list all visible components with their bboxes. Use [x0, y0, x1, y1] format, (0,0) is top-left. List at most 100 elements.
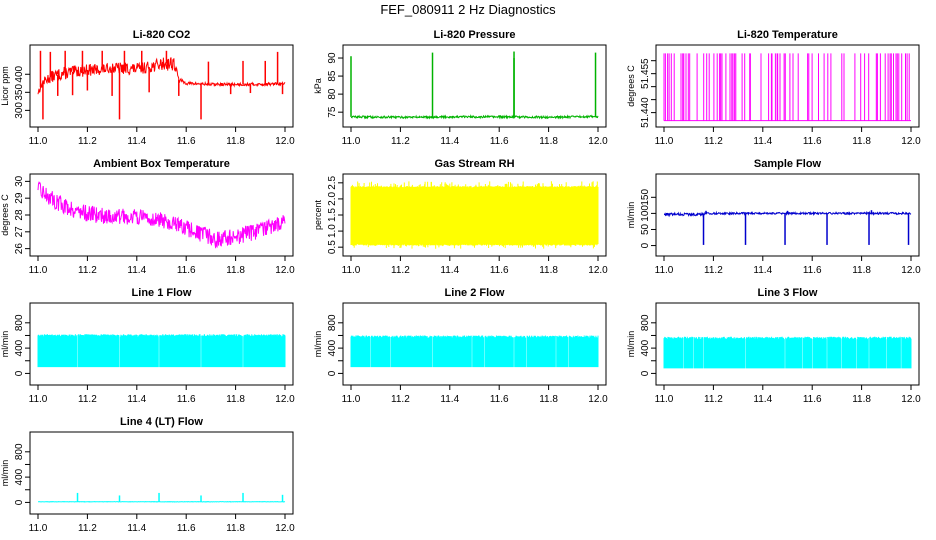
figure-title: FEF_080911 2 Hz Diagnostics: [380, 2, 556, 17]
y-tick-label: 400: [640, 339, 651, 356]
x-tick-label: 11.4: [127, 265, 146, 276]
chart-panel: Line 2 Flow ml/min 11.0 11.2 11.4 11.6 11.8 12.…: [313, 287, 608, 405]
y-axis-label: Licor ppm: [0, 66, 10, 106]
panel-title: Li-820 Temperature: [737, 29, 838, 41]
x-tick-label: 11.8: [852, 136, 871, 147]
x-tick-label: 11.4: [440, 265, 459, 276]
x-tick-label: 12.0: [588, 136, 608, 147]
x-tick-label: 11.2: [391, 136, 410, 147]
x-tick-label: 11.0: [655, 265, 674, 276]
series-band: [350, 335, 599, 368]
y-tick-label: 0: [14, 370, 25, 376]
plot-frame: [342, 44, 607, 128]
data-series: [663, 53, 911, 122]
x-tick-label: 11.2: [78, 265, 97, 276]
y-axis-label: degrees C: [626, 65, 636, 107]
chart-panel: Ambient Box Temperature degrees C 11.0 11.2…: [0, 158, 295, 276]
plot-frame: [29, 431, 294, 515]
y-tick-label: 1.5: [327, 208, 338, 222]
chart-panel: Line 3 Flow ml/min 11.0 11.2 11.4 11.6 11.8 12.…: [626, 287, 921, 405]
y-tick-label: 29: [14, 192, 25, 204]
x-tick-label: 11.0: [655, 394, 674, 405]
y-tick-label: 0: [640, 242, 651, 248]
plot-frame: [29, 44, 294, 128]
x-tick-label: 11.4: [753, 265, 772, 276]
panel-title: Line 3 Flow: [758, 287, 818, 299]
series-line: [37, 181, 286, 249]
x-tick-label: 11.2: [78, 523, 97, 534]
plot-frame: [29, 302, 294, 386]
data-series: [664, 210, 912, 245]
chart-panel: Line 1 Flow ml/min 11.0 11.2 11.4 11.6 11.8 12.…: [0, 287, 295, 405]
x-tick-label: 11.8: [226, 265, 245, 276]
y-tick-label: 300: [14, 102, 25, 119]
y-axis-label: kPa: [313, 78, 323, 94]
y-tick-label: 400: [14, 468, 25, 485]
x-tick-label: 11.4: [127, 136, 146, 147]
x-tick-label: 11.6: [177, 136, 196, 147]
y-tick-label: 100: [640, 205, 651, 222]
series-band: [350, 181, 599, 249]
x-tick-label: 12.0: [275, 265, 295, 276]
chart-panel: Sample Flow ml/min 11.0 11.2 11.4 11.6 11.8 12.…: [626, 158, 921, 276]
y-tick-label: 51.455: [640, 58, 651, 89]
y-tick-label: 400: [14, 339, 25, 356]
y-tick-label: 800: [14, 314, 25, 331]
x-tick-label: 11.4: [753, 394, 772, 405]
x-tick-label: 11.0: [342, 265, 361, 276]
x-tick-label: 11.6: [490, 265, 509, 276]
y-axis-label: ml/min: [0, 331, 10, 358]
panel-title: Gas Stream RH: [434, 158, 514, 170]
y-tick-label: 30: [14, 175, 25, 187]
x-tick-label: 12.0: [275, 523, 295, 534]
x-tick-label: 11.8: [539, 265, 558, 276]
y-tick-label: 85: [327, 70, 338, 82]
panel-title: Li-820 Pressure: [434, 29, 516, 41]
x-tick-label: 11.4: [440, 136, 459, 147]
series-band: [663, 336, 912, 369]
y-tick-label: 28: [14, 209, 25, 221]
y-tick-label: 26: [14, 243, 25, 255]
y-tick-label: 0.5: [327, 240, 338, 254]
series-band: [37, 334, 286, 368]
y-axis-label: ml/min: [626, 202, 636, 229]
data-series: [350, 51, 599, 120]
x-tick-label: 11.0: [29, 136, 48, 147]
y-tick-label: 75: [327, 106, 338, 118]
x-tick-label: 11.4: [127, 523, 146, 534]
panel-title: Li-820 CO2: [133, 29, 190, 41]
x-tick-label: 11.0: [342, 394, 361, 405]
panel-title: Sample Flow: [754, 158, 822, 170]
data-series: [350, 181, 599, 249]
x-tick-label: 11.2: [78, 136, 97, 147]
x-tick-label: 12.0: [275, 136, 295, 147]
x-tick-label: 11.6: [177, 265, 196, 276]
x-tick-label: 11.8: [539, 394, 558, 405]
x-tick-label: 11.6: [803, 136, 822, 147]
chart-panel: Line 4 (LT) Flow ml/min 11.0 11.2 11.4 11.6 11…: [0, 416, 295, 534]
y-tick-label: 400: [327, 339, 338, 356]
data-series: [663, 336, 912, 369]
x-tick-label: 11.8: [852, 394, 871, 405]
data-series: [37, 181, 286, 249]
series-toggle: [663, 53, 911, 122]
x-tick-label: 12.0: [901, 265, 921, 276]
chart-panel: Gas Stream RH percent 11.0 11.2 11.4 11.6 11.8…: [313, 158, 608, 276]
x-tick-label: 12.0: [901, 136, 921, 147]
y-tick-label: 350: [14, 84, 25, 101]
y-tick-label: 50: [640, 223, 651, 235]
data-series: [37, 50, 286, 120]
x-tick-label: 12.0: [588, 265, 608, 276]
x-tick-label: 11.8: [226, 394, 245, 405]
y-tick-label: 1.0: [327, 224, 338, 238]
y-axis-label: percent: [313, 199, 323, 230]
y-tick-label: 27: [14, 226, 25, 238]
y-tick-label: 2.0: [327, 192, 338, 206]
x-tick-label: 11.6: [177, 394, 196, 405]
chart-panel: Li-820 CO2 Licor ppm 11.0 11.2 11.4 11.6 11.8 1…: [0, 29, 295, 147]
x-tick-label: 11.6: [490, 394, 509, 405]
panel-title: Line 1 Flow: [132, 287, 192, 299]
y-tick-label: 800: [14, 443, 25, 460]
x-tick-label: 12.0: [901, 394, 921, 405]
data-series: [350, 335, 599, 368]
